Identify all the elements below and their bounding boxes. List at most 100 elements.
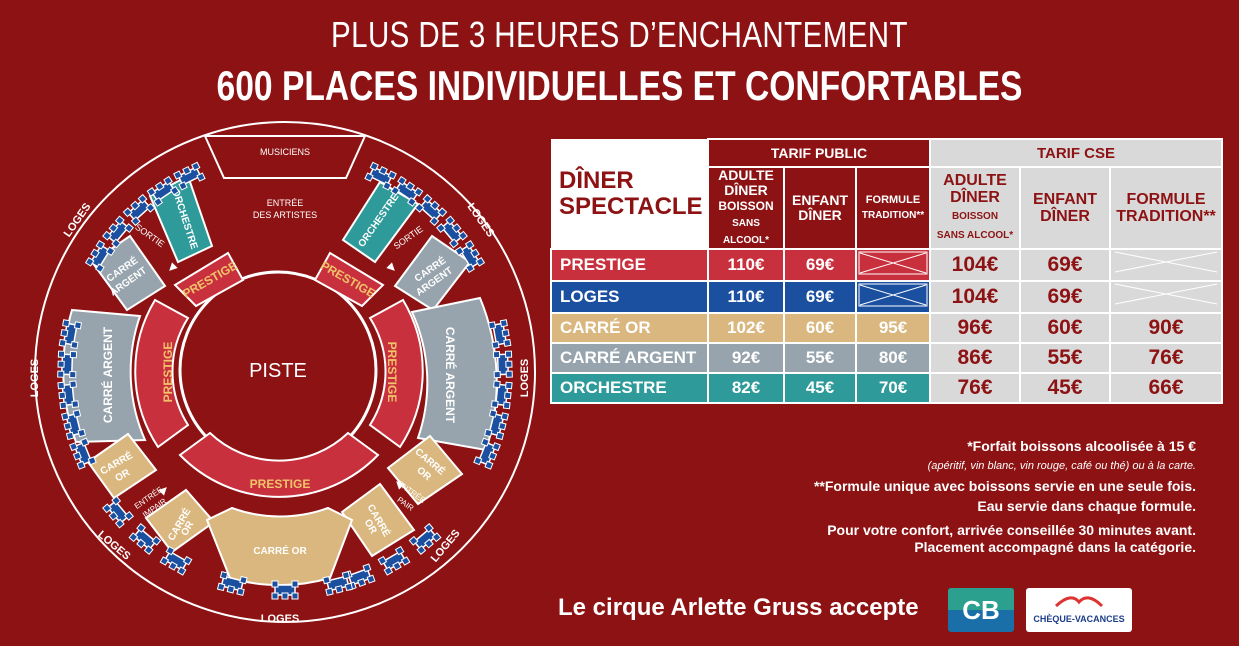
public-formule-na — [855, 280, 931, 314]
cb-logo-text: CB — [962, 595, 1000, 625]
public-enfant-price: 55€ — [783, 342, 857, 374]
na-cross-icon — [1114, 283, 1218, 305]
price-row: PRESTIGE 110€ 69€ 104€ 69€ — [550, 248, 1223, 282]
cse-formule-na — [1109, 248, 1223, 282]
prestige-bottom — [178, 431, 380, 498]
prestige-top-left — [173, 251, 245, 308]
loges-label-top-right: LOGES — [464, 201, 496, 239]
loge-box — [61, 409, 86, 441]
title-line-2: 600 PLACES INDIVIDUELLES ET CONFORTABLES — [216, 62, 1023, 109]
public-formule-price: 80€ — [855, 342, 931, 374]
loge-box — [146, 175, 180, 207]
loge-box — [322, 571, 354, 596]
carre-or-right-bottom — [340, 482, 416, 558]
col-enfant-cse: ENFANT DÎNER — [1019, 166, 1111, 250]
na-cross-icon — [858, 283, 928, 306]
price-row: CARRÉ ARGENT 92€ 55€ 80€ 86€ 55€ 76€ — [550, 342, 1223, 374]
col-enfant-public: ENFANT DÎNER — [783, 166, 857, 250]
loge-box — [159, 545, 193, 576]
entree-artistes-label-1: ENTRÉE — [267, 198, 304, 208]
sortie-left-label: SORTIE — [133, 222, 166, 249]
cse-adulte-price: 104€ — [929, 248, 1021, 282]
public-adulte-price: 92€ — [707, 342, 785, 374]
cse-enfant-price: 69€ — [1019, 280, 1111, 314]
row-label: ORCHESTRE — [550, 372, 709, 404]
tarif-cse-header: TARIF CSE — [929, 138, 1223, 168]
public-enfant-price: 60€ — [783, 312, 857, 344]
piste-label: PISTE — [249, 360, 307, 382]
loge-box — [57, 380, 80, 410]
loge-box — [173, 161, 206, 191]
musiciens-label: MUSICIENS — [260, 147, 310, 157]
prestige-left — [134, 298, 190, 449]
loge-box — [128, 523, 162, 555]
prestige-right — [368, 298, 424, 449]
row-label: CARRÉ OR — [550, 312, 709, 344]
loge-box — [436, 215, 468, 249]
loge-box — [102, 215, 134, 249]
loge-box — [271, 580, 299, 600]
public-enfant-price: 45€ — [783, 372, 857, 404]
carre-argent-right-label: CARRÉ ARGENT — [443, 327, 458, 424]
public-formule-na — [855, 248, 931, 282]
carre-or-left-top — [86, 432, 158, 500]
loge-box — [408, 523, 442, 555]
cse-formule-price: 66€ — [1109, 372, 1223, 404]
loges-boxes — [57, 161, 513, 600]
carre-or-bottom — [205, 506, 354, 587]
public-adulte-price: 110€ — [707, 280, 785, 314]
cse-formule-price: 76€ — [1109, 342, 1223, 374]
table-title-line-1: DÎNER — [559, 166, 634, 194]
loge-box — [216, 571, 248, 596]
loge-box — [57, 350, 78, 379]
table-title: DÎNER SPECTACLE — [551, 139, 708, 249]
cse-enfant-price: 60€ — [1019, 312, 1111, 344]
loge-box — [102, 495, 134, 529]
cheque-vacances-text: CHÈQUE-VACANCES — [1033, 614, 1125, 624]
loge-box — [122, 193, 156, 227]
loge-box — [343, 563, 376, 591]
public-enfant-price: 69€ — [783, 248, 857, 282]
cse-formule-price: 90€ — [1109, 312, 1223, 344]
loge-box — [58, 319, 82, 350]
loges-label-right: LOGES — [519, 359, 531, 398]
public-adulte-price: 110€ — [707, 248, 785, 282]
loge-box — [377, 545, 411, 576]
carre-or-bottom-label: CARRÉ OR — [253, 544, 307, 557]
carre-or-right-top — [386, 434, 464, 506]
public-formule-price: 70€ — [855, 372, 931, 404]
prestige-top-right — [313, 251, 385, 308]
note-2: (apéritif, vin blanc, vin rouge, café ou… — [927, 460, 1196, 472]
public-adulte-price: 102€ — [707, 312, 785, 344]
tarif-public-header: TARIF PUBLIC — [707, 138, 931, 168]
cse-enfant-price: 55€ — [1019, 342, 1111, 374]
musiciens-zone — [203, 135, 367, 179]
public-enfant-price: 69€ — [783, 280, 857, 314]
na-cross-icon — [1114, 251, 1218, 273]
loge-box — [473, 437, 501, 470]
na-cross-icon — [858, 251, 928, 274]
carre-argent-top-right — [393, 234, 472, 312]
loge-box — [454, 240, 486, 273]
public-formule-price: 95€ — [855, 312, 931, 344]
loges-label-left: LOGES — [29, 359, 41, 398]
cb-logo: CB — [948, 588, 1014, 632]
cse-adulte-price: 96€ — [929, 312, 1021, 344]
notes: *Forfait boissons alcoolisée à 15 € (apé… — [814, 436, 1196, 556]
entree-artistes-label-2: DES ARTISTES — [253, 210, 317, 220]
cse-enfant-price: 69€ — [1019, 248, 1111, 282]
price-row: ORCHESTRE 82€ 45€ 70€ 76€ 45€ 66€ — [550, 372, 1223, 404]
loge-box — [364, 161, 397, 191]
price-row: LOGES 110€ 69€ 104€ 69€ — [550, 280, 1223, 314]
cheque-vacances-logo: CHÈQUE-VACANCES — [1026, 588, 1132, 632]
loge-box — [492, 350, 513, 379]
cse-adulte-price: 76€ — [929, 372, 1021, 404]
cse-formule-na — [1109, 280, 1223, 314]
prestige-right-label: PRESTIGE — [385, 342, 399, 403]
row-label: LOGES — [550, 280, 709, 314]
row-label: PRESTIGE — [550, 248, 709, 282]
orchestre-left — [148, 174, 214, 264]
loge-box — [69, 437, 97, 470]
col-adulte-cse: ADULTE DÎNER BOISSON SANS ALCOOL* — [929, 166, 1021, 250]
loge-box — [490, 380, 513, 410]
